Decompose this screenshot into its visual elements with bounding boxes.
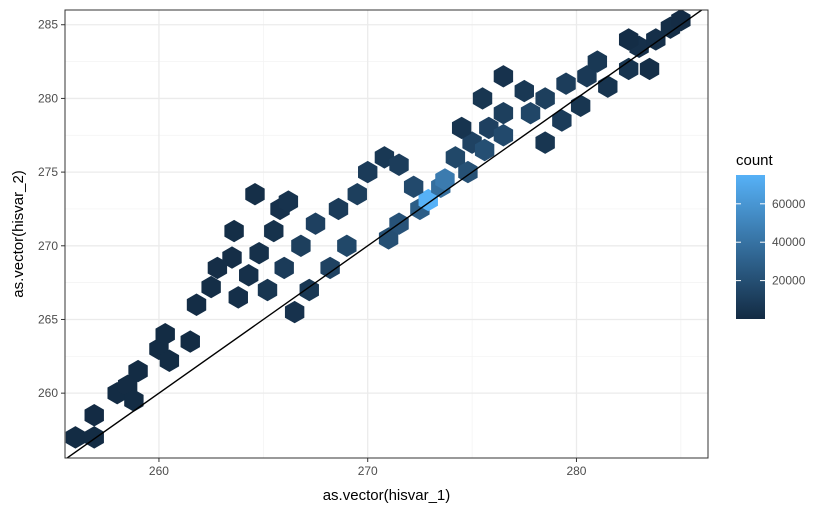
y-axis-title: as.vector(hisvar_2) [10,170,27,298]
hexbin-cell [257,278,278,302]
hexbin-cell [570,94,591,117]
hexbin-cell [587,50,608,73]
y-axis: 260 265 270 275 280 285 [38,18,65,400]
reference-line [65,10,703,458]
hexbin-cell [128,359,148,383]
legend-colorbar [736,175,765,319]
hexbin-cell [389,153,409,176]
legend-label: 60000 [772,197,806,211]
legend-title: count [736,152,774,169]
hexbin-cell [403,175,424,199]
hexbin-cell [84,404,104,427]
y-tick-label: 280 [38,91,58,105]
hexbin-cell [493,101,514,125]
hexbin-cell [493,124,514,147]
hexbin-cell [249,241,269,265]
legend: count 20000 40000 60000 [736,152,806,319]
hexbin-cell [514,79,534,103]
hexbin-cell [474,138,495,162]
hexbin-cell [264,219,284,243]
legend-ticks: 20000 40000 60000 [736,197,806,288]
hexbin-cell [451,116,472,140]
hexbin-cell [535,87,555,110]
x-tick-label: 280 [566,464,586,478]
hexbin-cell [671,10,691,32]
hexbin-cell [186,293,207,316]
y-tick-label: 265 [38,312,58,326]
hexbin-cell [520,101,541,125]
hexbin-cell [347,183,367,206]
hexbin-cell [320,256,340,280]
hexbin-cell [618,28,639,51]
hexbin-cell [291,234,311,257]
hexbin-cell [618,57,639,81]
hexbin-cell [224,219,244,243]
hexbin-cell [577,65,597,88]
hexbin-cell [124,389,144,412]
hexbin-cell [445,146,466,169]
hexbin-cell [180,330,200,353]
hexbin-cell [278,190,299,213]
hexbin-cell [274,256,294,280]
x-axis: 260 270 280 [149,458,587,478]
hexbin-cell [374,146,395,169]
hexbin-cell [535,131,555,154]
hexbin-cell [378,227,399,250]
hexbin-cell [639,57,660,81]
x-axis-title: as.vector(hisvar_1) [323,487,451,504]
legend-label: 20000 [772,274,806,288]
hexbin-cell [598,75,618,98]
hexbin-cell [552,109,572,132]
hexbin-cell [159,349,180,372]
hexbin-cell [337,234,357,257]
panel-border [64,9,709,459]
hexbin-cell [479,116,499,140]
y-tick-label: 260 [38,386,58,400]
hexbin-cell [228,286,248,309]
hexbin-cell [472,87,493,110]
y-tick-label: 285 [38,18,58,32]
hexbin-cell [435,168,455,191]
hexbin-cell [245,183,265,206]
x-tick-label: 260 [149,464,169,478]
hexbin-cell [239,264,259,287]
hexbin-cell [328,197,349,221]
hexbin-cell [358,160,378,184]
legend-label: 40000 [772,235,806,249]
hexbin-cell [201,275,221,299]
hexbin-cell [207,256,228,280]
hexbin-cell [305,212,326,235]
hexbin-cell [284,300,305,324]
y-tick-label: 275 [38,165,58,179]
hexbin-cell [493,65,514,88]
hexbin-cell [155,323,175,346]
hexbin-cell [65,426,86,449]
x-tick-label: 270 [358,464,378,478]
y-tick-label: 270 [38,239,58,253]
hexbin-cell [222,246,242,269]
hexbin-cell [556,72,576,95]
